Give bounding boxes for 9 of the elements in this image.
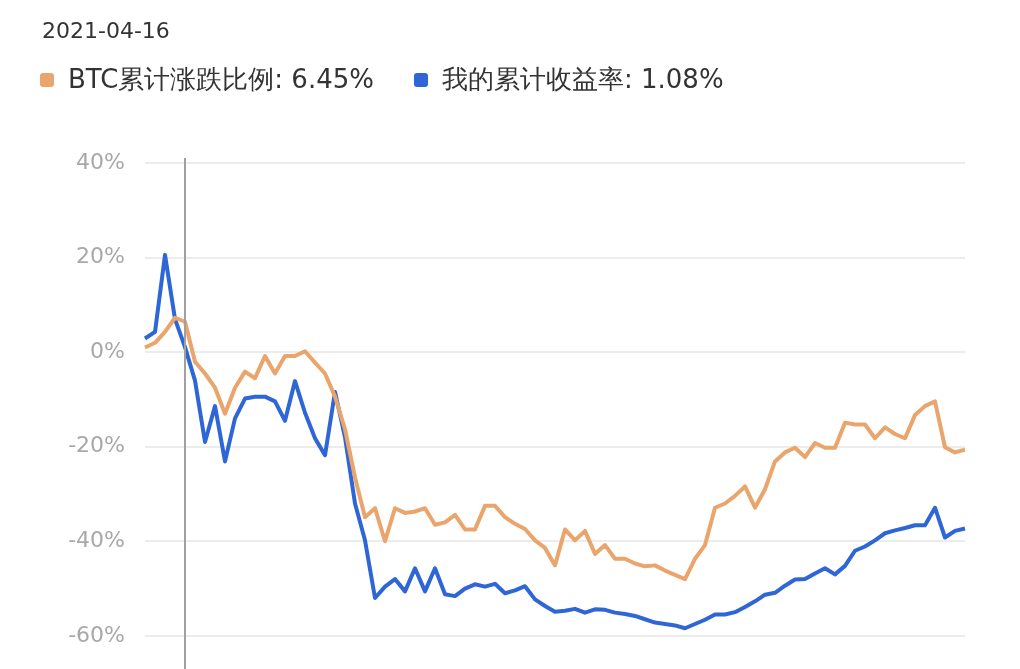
legend-label: 我的累计收益率: 1.08% [441, 63, 724, 96]
y-tick-label: -20% [68, 432, 125, 458]
y-tick-label: 20% [76, 243, 125, 269]
y-tick-label: 0% [90, 337, 125, 363]
legend-label: BTC累计涨跌比例: 6.45% [68, 63, 374, 96]
y-tick-label: 40% [76, 148, 125, 174]
chart-title: 2021-04-16 [42, 18, 170, 43]
y-tick-label: -60% [68, 621, 125, 647]
y-tick-label: -40% [68, 527, 125, 552]
